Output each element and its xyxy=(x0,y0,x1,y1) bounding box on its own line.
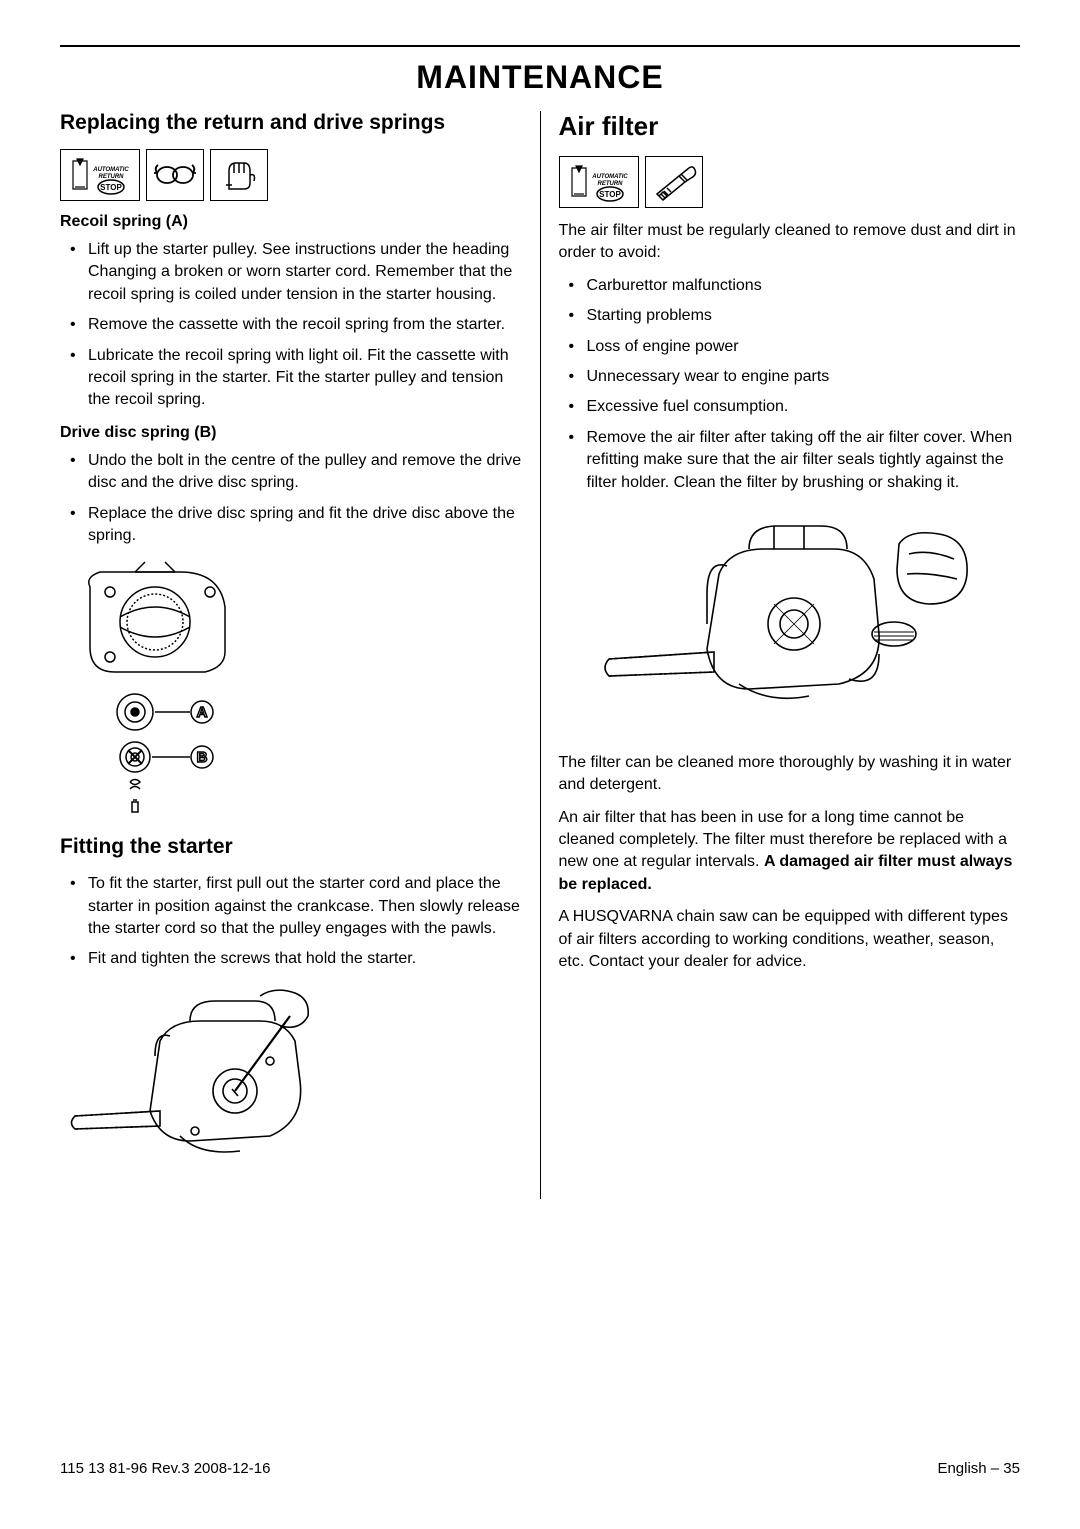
svg-text:AUTOMATIC: AUTOMATIC xyxy=(92,167,129,173)
list-item: Fit and tighten the screws that hold the… xyxy=(60,948,522,970)
recoil-spring-heading: Recoil spring (A) xyxy=(60,213,522,231)
list-item: Remove the air filter after taking off t… xyxy=(559,427,1021,494)
recoil-spring-list: Lift up the starter pulley. See instruct… xyxy=(60,239,522,412)
stop-switch-icon: AUTOMATIC RETURN STOP xyxy=(559,156,639,208)
svg-text:STOP: STOP xyxy=(100,183,122,192)
list-item: Lift up the starter pulley. See instruct… xyxy=(60,239,522,306)
air-filter-replace: An air filter that has been in use for a… xyxy=(559,807,1021,897)
starter-assembly-diagram: A B xyxy=(60,557,522,817)
list-item: Undo the bolt in the centre of the pulle… xyxy=(60,450,522,495)
list-item: Remove the cassette with the recoil spri… xyxy=(60,314,522,336)
list-item: Carburettor malfunctions xyxy=(559,275,1021,297)
page-title: MAINTENANCE xyxy=(60,59,1020,96)
heading-air-filter: Air filter xyxy=(559,111,1021,142)
svg-text:AUTOMATIC: AUTOMATIC xyxy=(591,174,628,180)
air-filter-wash: The filter can be cleaned more thoroughl… xyxy=(559,752,1021,797)
page-footer: 115 13 81-96 Rev.3 2008-12-16 English – … xyxy=(60,1460,1020,1477)
list-item: Loss of engine power xyxy=(559,336,1021,358)
top-rule xyxy=(60,45,1020,47)
heading-replacing-springs: Replacing the return and drive springs xyxy=(60,111,522,135)
brush-icon xyxy=(645,156,703,208)
list-item: Excessive fuel consumption. xyxy=(559,396,1021,418)
air-filter-intro: The air filter must be regularly cleaned… xyxy=(559,220,1021,265)
list-item: Starting problems xyxy=(559,305,1021,327)
goggles-icon xyxy=(146,149,204,201)
safety-icon-row-left: AUTOMATIC RETURN STOP xyxy=(60,149,522,201)
list-item: Unnecessary wear to engine parts xyxy=(559,366,1021,388)
drive-disc-list: Undo the bolt in the centre of the pulle… xyxy=(60,450,522,548)
svg-text:RETURN: RETURN xyxy=(597,181,623,187)
svg-text:A: A xyxy=(197,704,208,721)
svg-text:RETURN: RETURN xyxy=(99,174,125,180)
stop-switch-icon: AUTOMATIC RETURN STOP xyxy=(60,149,140,201)
content-columns: Replacing the return and drive springs A… xyxy=(60,111,1020,1199)
right-column: Air filter AUTOMATIC RETURN STOP xyxy=(541,111,1021,1199)
svg-text:B: B xyxy=(197,749,208,766)
fitting-starter-list: To fit the starter, first pull out the s… xyxy=(60,873,522,971)
fitting-starter-diagram xyxy=(60,981,522,1181)
footer-right: English – 35 xyxy=(937,1460,1020,1477)
drive-disc-heading: Drive disc spring (B) xyxy=(60,424,522,442)
list-item: Replace the drive disc spring and fit th… xyxy=(60,503,522,548)
air-filter-avoid-list: Carburettor malfunctions Starting proble… xyxy=(559,275,1021,494)
gloves-icon xyxy=(210,149,268,201)
svg-text:STOP: STOP xyxy=(599,190,621,199)
air-filter-diagram xyxy=(559,504,1021,734)
husqvarna-note: A HUSQVARNA chain saw can be equipped wi… xyxy=(559,906,1021,973)
footer-left: 115 13 81-96 Rev.3 2008-12-16 xyxy=(60,1460,270,1477)
list-item: Lubricate the recoil spring with light o… xyxy=(60,345,522,412)
safety-icon-row-right: AUTOMATIC RETURN STOP xyxy=(559,156,1021,208)
heading-fitting-starter: Fitting the starter xyxy=(60,835,522,859)
list-item: To fit the starter, first pull out the s… xyxy=(60,873,522,940)
left-column: Replacing the return and drive springs A… xyxy=(60,111,541,1199)
